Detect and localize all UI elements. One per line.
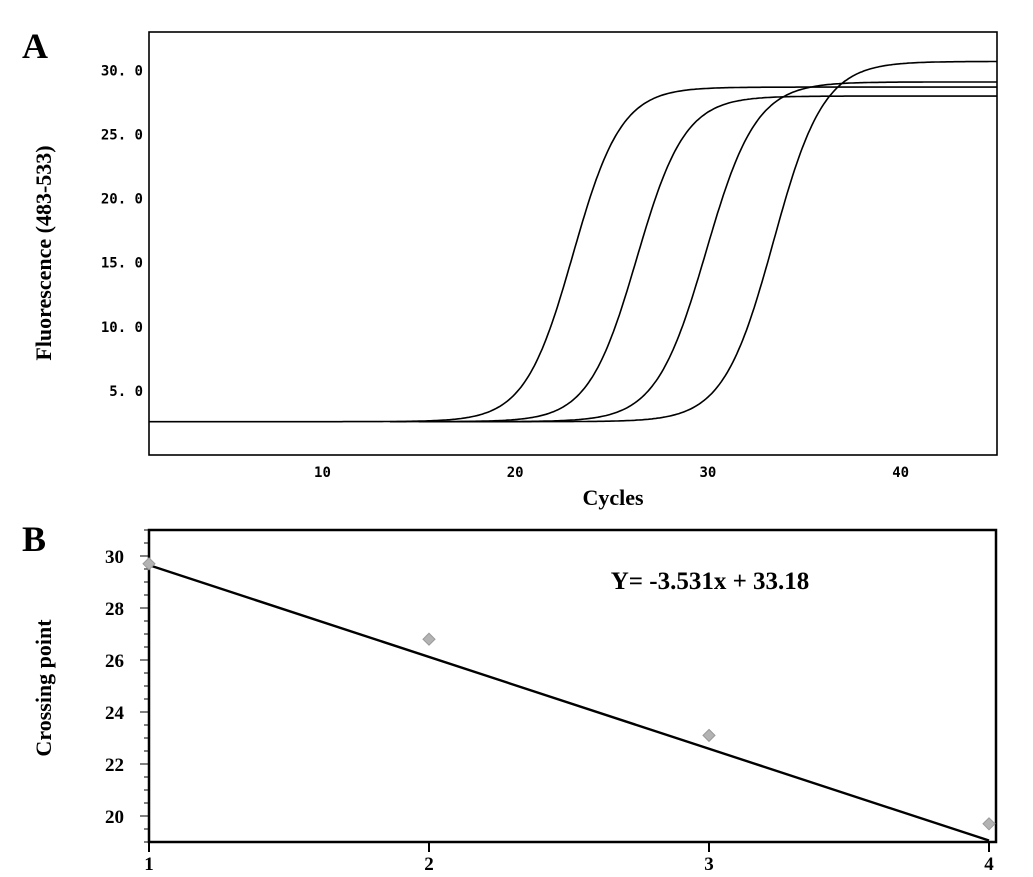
panel-a-y-tick-label: 10. 0 [101,320,143,336]
panel-b-y-tick-label: 30 [105,547,124,568]
panel-a-series-line-2 [389,95,997,423]
panel-a-series-group [149,60,997,423]
panel-b-data-point [422,632,436,646]
panel-b-y-tick-label: 24 [105,703,125,724]
panel-b-y-tick-label: 26 [105,651,124,672]
panel-a-series-line-3 [418,81,997,423]
panel-a-x-tick-label: 20 [507,465,524,481]
panel-a-x-ticks: 10 20 30 40 [314,465,909,481]
panel-a-y-tick-label: 5. 0 [109,384,143,400]
panel-a-series-line-4 [457,60,997,423]
panel-b-x-tick-label: 4 [984,854,994,875]
panel-a-y-axis-title: Fluorescence (483-533) [31,145,56,360]
panel-a-y-tick-label: 15. 0 [101,256,143,272]
panel-a-plot-frame [148,31,998,456]
panel-a-y-tick-label: 30. 0 [101,63,143,79]
panel-b-y-tick-label: 20 [105,807,124,828]
panel-a-chart: 5. 0 10. 0 15. 0 20. 0 25. 0 30. 0 10 20 30 40 F… [31,31,998,510]
panel-b-y-ticks: 20 22 24 26 28 30 [105,529,149,843]
panel-a-x-axis-title: Cycles [582,485,644,510]
panel-b-x-tick-label: 1 [144,854,154,875]
panel-a-label: A [22,26,48,66]
panel-b-y-tick-label: 28 [105,599,124,620]
panel-a-y-tick-label: 25. 0 [101,128,143,144]
panel-b-trendline [148,563,990,842]
panel-b-x-ticks: 1 2 3 4 [144,842,994,875]
panel-b-data-point [702,728,716,743]
panel-a-y-ticks: 5. 0 10. 0 15. 0 20. 0 25. 0 30. 0 [101,63,143,399]
panel-b-data-point [982,817,996,831]
panel-a-series-line-1 [149,86,997,423]
panel-b-data-point [142,557,156,571]
panel-a-x-tick-label: 10 [314,465,331,481]
panel-a-x-tick-label: 40 [892,465,909,481]
panel-b-equation: Y= -3.531x + 33.18 [611,568,810,595]
panel-b-points [142,557,996,831]
panel-b-y-axis-title: Crossing point [31,619,56,757]
panel-b-x-tick-label: 2 [424,854,434,875]
panel-b-x-tick-label: 3 [704,854,714,875]
panel-b-y-tick-label: 22 [105,755,124,776]
panel-b-plot-frame [147,528,998,844]
panel-b-label: B [22,519,46,559]
panel-a-x-tick-label: 30 [699,465,716,481]
panel-b-chart: 20 22 24 26 28 30 1 2 3 4 Y= -3.531x + 33.18 Cro… [31,528,998,875]
panel-a-y-tick-label: 20. 0 [101,192,143,208]
